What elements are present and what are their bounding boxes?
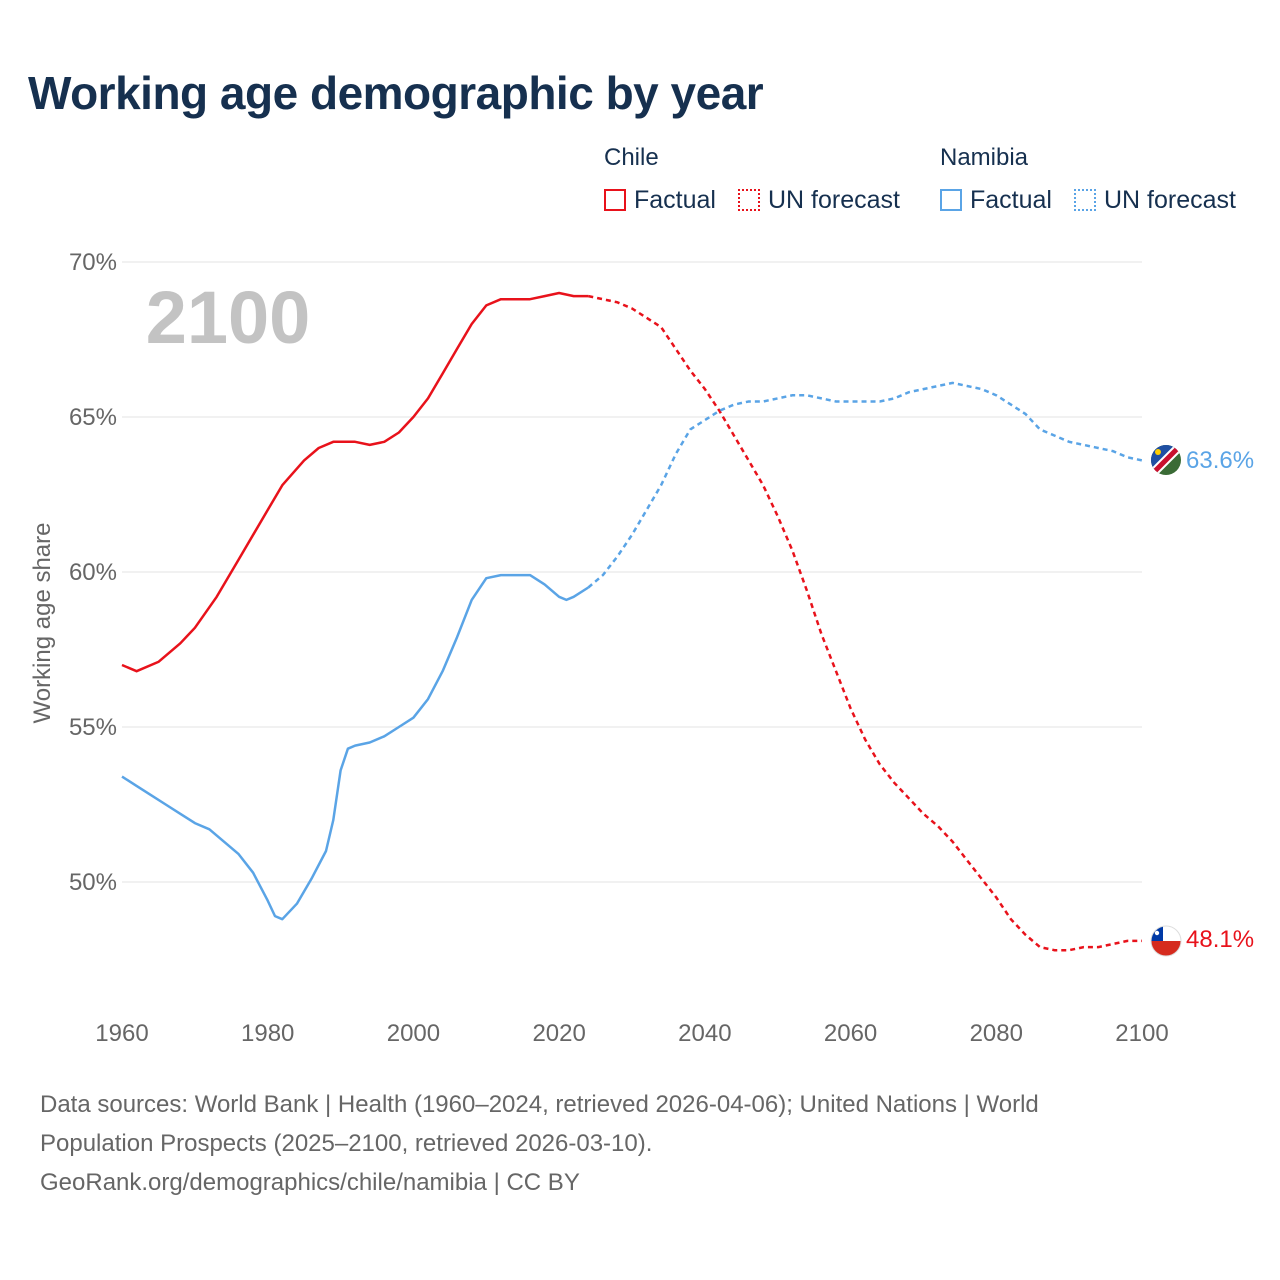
legend-label: Factual: [970, 185, 1052, 214]
y-tick-label: 60%: [69, 559, 117, 586]
gridlines: [122, 261, 1142, 883]
series-namibia-factual[interactable]: [121, 573, 589, 921]
y-axis-ticks: 50% 55% 60% 65% 70%: [69, 249, 117, 896]
x-tick-label: 2080: [970, 1020, 1023, 1047]
legend-chile-forecast[interactable]: UN forecast: [738, 185, 900, 215]
end-label-namibia: 63.6%: [1186, 447, 1254, 474]
line-chart: 2100 50% 55% 60% 65% 70% 1960 1980 2000 2020 204…: [29, 249, 1254, 1047]
x-axis-ticks: 1960 1980 2000 2020 2040 2060 2080 2100: [95, 1020, 1168, 1047]
legend-namibia-factual[interactable]: Factual: [940, 185, 1052, 215]
year-watermark: 2100: [146, 276, 311, 359]
series-chile-factual[interactable]: [121, 291, 589, 673]
sources-line-2: Population Prospects (2025–2100, retriev…: [40, 1130, 653, 1157]
legend-swatch-dotted: [1074, 189, 1096, 211]
series-chile-forecast[interactable]: [588, 294, 1142, 952]
series-lines: [121, 291, 1143, 952]
legend-label: UN forecast: [1104, 185, 1236, 214]
sources-line-1: Data sources: World Bank | Health (1960–…: [40, 1091, 1039, 1118]
legend-namibia-forecast[interactable]: UN forecast: [1074, 185, 1236, 215]
legend-country-chile: Chile: [604, 144, 659, 171]
series-namibia-forecast[interactable]: [587, 381, 1143, 589]
x-tick-label: 1980: [241, 1020, 294, 1047]
y-tick-label: 65%: [69, 404, 117, 431]
flag-chile-icon: [1150, 925, 1182, 957]
y-axis-label: Working age share: [29, 523, 56, 724]
chart-title: Working age demographic by year: [28, 67, 764, 119]
x-tick-label: 2060: [824, 1020, 877, 1047]
x-tick-label: 2040: [678, 1020, 731, 1047]
legend-country-namibia: Namibia: [940, 144, 1029, 171]
legend-label: UN forecast: [768, 185, 900, 214]
flag-namibia-icon: [1151, 445, 1181, 475]
data-sources: Data sources: World Bank | Health (1960–…: [40, 1085, 1200, 1202]
legend-swatch-solid: [604, 189, 626, 211]
x-tick-label: 2020: [532, 1020, 585, 1047]
y-tick-label: 70%: [69, 249, 117, 276]
y-tick-label: 50%: [69, 869, 117, 896]
end-label-chile: 48.1%: [1186, 926, 1254, 953]
legend-label: Factual: [634, 185, 716, 214]
x-tick-label: 1960: [95, 1020, 148, 1047]
legend-chile-factual[interactable]: Factual: [604, 185, 716, 215]
legend-swatch-solid: [940, 189, 962, 211]
legend-swatch-dotted: [738, 189, 760, 211]
sources-line-3[interactable]: GeoRank.org/demographics/chile/namibia |…: [40, 1169, 580, 1196]
x-tick-label: 2100: [1115, 1020, 1168, 1047]
x-tick-label: 2000: [387, 1020, 440, 1047]
y-tick-label: 55%: [69, 714, 117, 741]
